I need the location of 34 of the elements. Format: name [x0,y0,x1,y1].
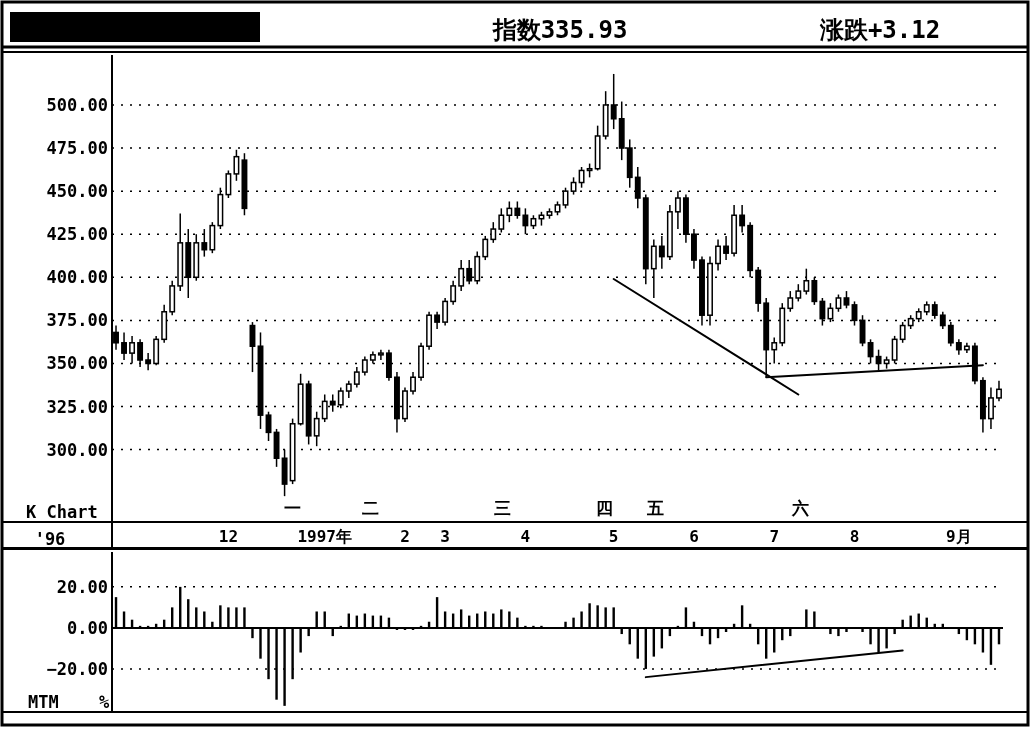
text: '96 [34,529,66,549]
annotation: 六 [790,498,809,518]
chart-subtitle: 涨跌+3.12 [818,16,941,44]
y-tick-label: 20.00 [56,576,108,597]
annotation: 二 [361,498,379,518]
x-tick-label: 4 [520,527,531,546]
y-tick-label: 425.00 [46,224,108,245]
y-tick-label: 300.00 [46,439,108,460]
text: MTM [28,692,59,712]
y-tick-label: 0.00 [67,617,108,638]
annotation: 四 [595,498,613,518]
annotation: 三 [493,498,511,518]
y-tick-label: 400.00 [46,267,108,288]
annotation: 五 [645,498,664,518]
y-tick-label: 475.00 [46,138,108,159]
y-tick-label: 450.00 [46,181,108,202]
y-tick-label: 375.00 [46,310,108,331]
text: % [98,692,110,712]
y-tick-label: 325.00 [46,396,108,417]
chart-title: 指数335.93 [491,16,628,44]
y-tick-label: −20.00 [46,658,108,679]
y-tick-label: 350.00 [46,353,108,374]
y-tick-label: 500.00 [46,94,108,115]
x-tick-label: 6 [689,527,699,546]
x-tick-label: 12 [218,527,238,546]
x-tick-label: 3 [440,527,450,546]
x-tick-label: 1997年 [297,527,352,546]
x-tick-label: 5 [608,527,619,546]
x-tick-label: 2 [400,527,410,546]
x-tick-label: 9月 [946,527,972,546]
x-tick-label: 7 [769,527,780,546]
text: K Chart [26,502,98,522]
annotation: 一 [283,498,301,518]
x-tick-label: 8 [849,527,860,546]
